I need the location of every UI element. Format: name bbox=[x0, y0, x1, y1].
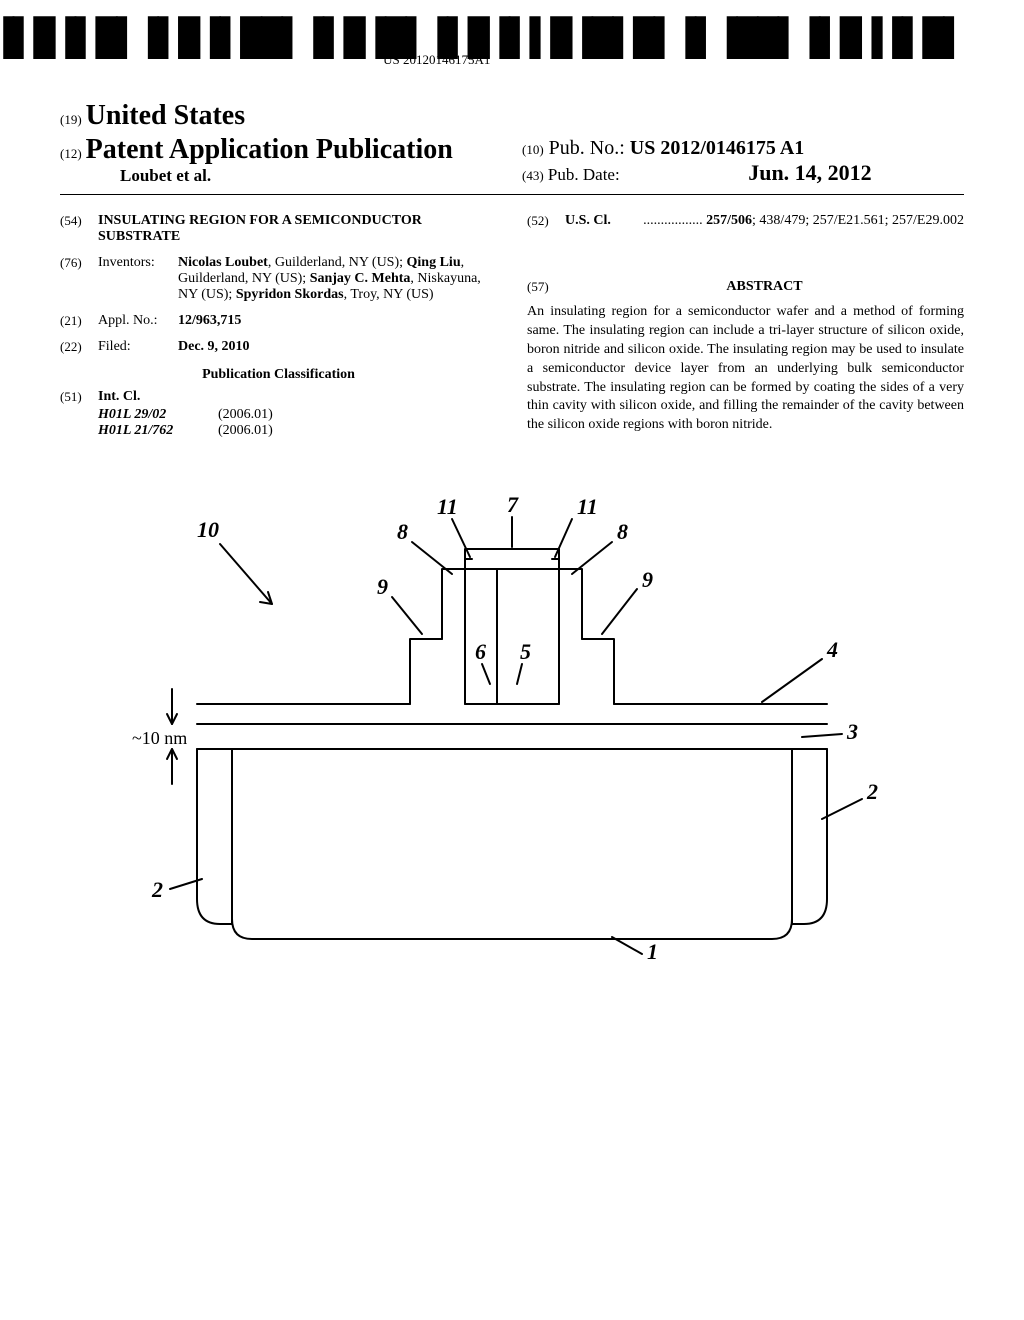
fig-label-11a: 11 bbox=[437, 494, 458, 519]
fig-dim-label: ~10 nm bbox=[132, 728, 187, 748]
fig-label-2a: 2 bbox=[151, 877, 163, 902]
intcl-row: H01L 29/02(2006.01) bbox=[60, 407, 497, 423]
uscl-body: ................. 257/506; 438/479; 257/… bbox=[625, 213, 964, 229]
fig-label-8a: 8 bbox=[397, 519, 408, 544]
abstract-head: ABSTRACT bbox=[565, 279, 964, 295]
fig-label-8b: 8 bbox=[617, 519, 628, 544]
fig-label-6: 6 bbox=[475, 639, 486, 664]
fig-label-9b: 9 bbox=[642, 567, 653, 592]
content-columns: (54) INSULATING REGION FOR A SEMICONDUCT… bbox=[60, 213, 964, 439]
barcode-area: ▌▐█▌▐▌█▐▌█▌▐▌█▐▌██▌▐▌█▐█▌▐▌█▐▌▌█▐█▌█▌▐▌▐… bbox=[0, 30, 964, 68]
inventor-name: Qing Liu bbox=[407, 255, 461, 270]
uscl-num: (52) bbox=[527, 213, 565, 229]
applno-label: Appl. No.: bbox=[98, 313, 178, 329]
inventor-name: Sanjay C. Mehta bbox=[310, 271, 411, 286]
uscl-dots: ................. bbox=[643, 213, 706, 228]
pubno-label: Pub. No.: bbox=[549, 137, 625, 159]
fig-label-10: 10 bbox=[197, 517, 219, 542]
intcl-row: H01L 21/762(2006.01) bbox=[60, 423, 497, 439]
left-column: (54) INSULATING REGION FOR A SEMICONDUCT… bbox=[60, 213, 497, 439]
intcl-code: H01L 29/02 bbox=[98, 407, 218, 423]
barcode: ▌▐█▌▐▌█▐▌█▌▐▌█▐▌██▌▐▌█▐█▌▐▌█▐▌▌█▐█▌█▌▐▌▐… bbox=[0, 30, 964, 48]
applno-val: 12/963,715 bbox=[178, 313, 497, 329]
fig-label-7: 7 bbox=[507, 492, 519, 517]
divider bbox=[60, 194, 964, 195]
uscl-label: U.S. Cl. bbox=[565, 213, 625, 229]
filed-num: (22) bbox=[60, 339, 98, 355]
inventors-num: (76) bbox=[60, 255, 98, 303]
fig-label-4: 4 bbox=[826, 637, 838, 662]
invention-title: INSULATING REGION FOR A SEMICONDUCTOR SU… bbox=[98, 213, 497, 245]
inventor-name: Spyridon Skordas bbox=[236, 287, 344, 302]
fig-label-11b: 11 bbox=[577, 494, 598, 519]
pub-num: (12) bbox=[60, 146, 82, 161]
fig-label-9a: 9 bbox=[377, 574, 388, 599]
pubdate-label: Pub. Date: bbox=[548, 165, 620, 184]
fig-label-5: 5 bbox=[520, 639, 531, 664]
inventor-loc: , Troy, NY (US) bbox=[344, 287, 434, 302]
title-num: (54) bbox=[60, 213, 98, 245]
intcl-ver: (2006.01) bbox=[218, 407, 273, 423]
right-column: (52) U.S. Cl. ................. 257/506;… bbox=[527, 213, 964, 439]
pubclass-head: Publication Classification bbox=[60, 367, 497, 383]
intcl-code: H01L 21/762 bbox=[98, 423, 218, 439]
intcl-ver: (2006.01) bbox=[218, 423, 273, 439]
author-line: Loubet et al. bbox=[60, 166, 502, 186]
filed-val: Dec. 9, 2010 bbox=[178, 339, 497, 355]
fig-label-3: 3 bbox=[846, 719, 858, 744]
inventors-label: Inventors: bbox=[98, 255, 178, 303]
uscl-rest: ; 438/479; 257/E21.561; 257/E29.002 bbox=[752, 213, 964, 228]
inventor-name: Nicolas Loubet bbox=[178, 255, 268, 270]
header: (19) United States (12) Patent Applicati… bbox=[60, 100, 964, 186]
pub-title: Patent Application Publication bbox=[86, 134, 453, 165]
intcl-label: Int. Cl. bbox=[98, 389, 497, 405]
fig-label-2b: 2 bbox=[866, 779, 878, 804]
pubno: US 2012/0146175 A1 bbox=[630, 137, 804, 159]
pubdate-num: (43) bbox=[522, 168, 544, 183]
abstract-body: An insulating region for a semiconductor… bbox=[527, 303, 964, 435]
filed-label: Filed: bbox=[98, 339, 178, 355]
figure-area: 10 11 7 11 8 8 9 9 6 5 4 3 2 2 1 ~10 nm bbox=[60, 479, 964, 959]
uscl-bold: 257/506 bbox=[706, 213, 752, 228]
intcl-num: (51) bbox=[60, 389, 98, 405]
fig-label-1: 1 bbox=[647, 939, 658, 959]
inventor-loc: , Guilderland, NY (US); bbox=[268, 255, 407, 270]
pubno-num: (10) bbox=[522, 142, 544, 157]
abs-num: (57) bbox=[527, 279, 565, 303]
pubdate: Jun. 14, 2012 bbox=[748, 160, 871, 185]
country: United States bbox=[86, 100, 245, 131]
country-num: (19) bbox=[60, 112, 82, 127]
patent-figure: 10 11 7 11 8 8 9 9 6 5 4 3 2 2 1 ~10 nm bbox=[102, 479, 922, 959]
applno-num: (21) bbox=[60, 313, 98, 329]
inventors-body: Nicolas Loubet, Guilderland, NY (US); Qi… bbox=[178, 255, 497, 303]
